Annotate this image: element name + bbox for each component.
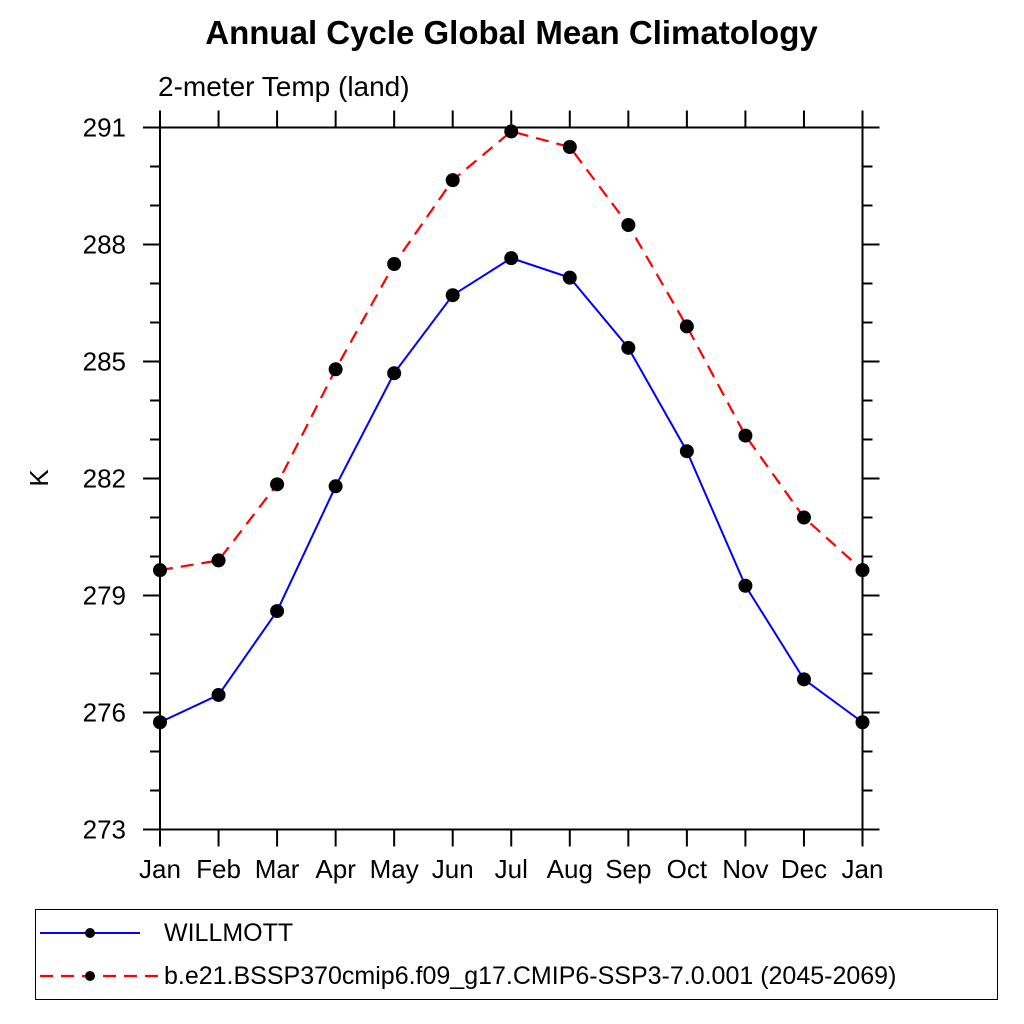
data-point-marker bbox=[504, 251, 519, 266]
series-line-1 bbox=[159, 130, 864, 572]
y-tick-label: 282 bbox=[83, 464, 126, 494]
y-tick-label: 279 bbox=[83, 581, 126, 611]
data-point-marker bbox=[270, 604, 285, 619]
legend-item-model: b.e21.BSSP370cmip6.f09_g17.CMIP6-SSP3-7.… bbox=[39, 957, 997, 995]
data-point-marker bbox=[796, 510, 811, 525]
data-point-marker bbox=[211, 687, 226, 702]
data-point-marker bbox=[387, 366, 402, 381]
data-point-marker bbox=[504, 124, 519, 139]
data-point-marker bbox=[153, 715, 167, 730]
data-point-marker bbox=[738, 578, 753, 593]
x-tick-label: Jun bbox=[432, 854, 474, 884]
plot-frame bbox=[159, 126, 864, 831]
data-point-marker bbox=[211, 553, 226, 568]
x-tick-label: May bbox=[370, 854, 419, 884]
data-point-marker bbox=[679, 444, 694, 459]
y-tick-label: 288 bbox=[83, 230, 126, 260]
data-point-marker bbox=[679, 319, 694, 334]
data-point-marker bbox=[738, 428, 753, 443]
y-tick-label: 276 bbox=[83, 698, 126, 728]
x-axis: Jan Feb Mar Apr May Jun Jul Aug Sep Oct Nov Dec Jan bbox=[139, 110, 884, 884]
data-point-marker bbox=[621, 340, 636, 355]
data-point-marker bbox=[796, 672, 811, 687]
data-point-marker bbox=[328, 362, 343, 377]
y-tick-label: 291 bbox=[83, 113, 126, 143]
y-axis: 273 276 279 282 285 288 291 bbox=[83, 113, 880, 845]
x-tick-label: Aug bbox=[547, 854, 593, 884]
x-tick-label: Sep bbox=[605, 854, 651, 884]
x-tick-label: Mar bbox=[255, 854, 300, 884]
x-tick-label: Jan bbox=[842, 854, 884, 884]
y-tick-label: 285 bbox=[83, 347, 126, 377]
legend-box: WILLMOTT b.e21.BSSP370cmip6.f09_g17.CMIP… bbox=[35, 909, 998, 1000]
data-point-marker bbox=[445, 288, 460, 303]
chart-title: Annual Cycle Global Mean Climatology bbox=[205, 14, 818, 51]
series-0 bbox=[153, 251, 870, 730]
data-point-marker bbox=[153, 563, 167, 578]
x-tick-label: Dec bbox=[781, 854, 827, 884]
data-point-marker bbox=[855, 563, 870, 578]
legend-swatch-solid-line-icon bbox=[40, 928, 140, 938]
data-point-marker bbox=[562, 270, 577, 285]
chart-subtitle: 2-meter Temp (land) bbox=[158, 71, 410, 102]
x-tick-label: Feb bbox=[196, 854, 241, 884]
x-tick-label: Jul bbox=[495, 854, 528, 884]
x-tick-label: Oct bbox=[667, 854, 708, 884]
x-tick-label: Jan bbox=[139, 854, 181, 884]
data-point-marker bbox=[270, 477, 285, 492]
series-1 bbox=[153, 124, 870, 578]
data-point-marker bbox=[621, 218, 636, 232]
data-point-marker bbox=[445, 173, 460, 188]
data-point-marker bbox=[328, 479, 343, 494]
data-point-marker bbox=[387, 257, 402, 271]
y-axis-title: K bbox=[24, 469, 54, 487]
legend-label-model: b.e21.BSSP370cmip6.f09_g17.CMIP6-SSP3-7.… bbox=[164, 961, 897, 990]
legend-swatch-dashed-line-icon bbox=[40, 971, 158, 981]
series-line-0 bbox=[159, 257, 864, 724]
legend-item-willmott: WILLMOTT bbox=[39, 914, 997, 952]
y-tick-label: 273 bbox=[83, 815, 126, 845]
x-tick-label: Nov bbox=[722, 854, 768, 884]
legend-label-willmott: WILLMOTT bbox=[164, 918, 294, 947]
x-tick-label: Apr bbox=[315, 854, 356, 884]
data-point-marker bbox=[562, 140, 577, 154]
data-point-marker bbox=[855, 715, 870, 730]
